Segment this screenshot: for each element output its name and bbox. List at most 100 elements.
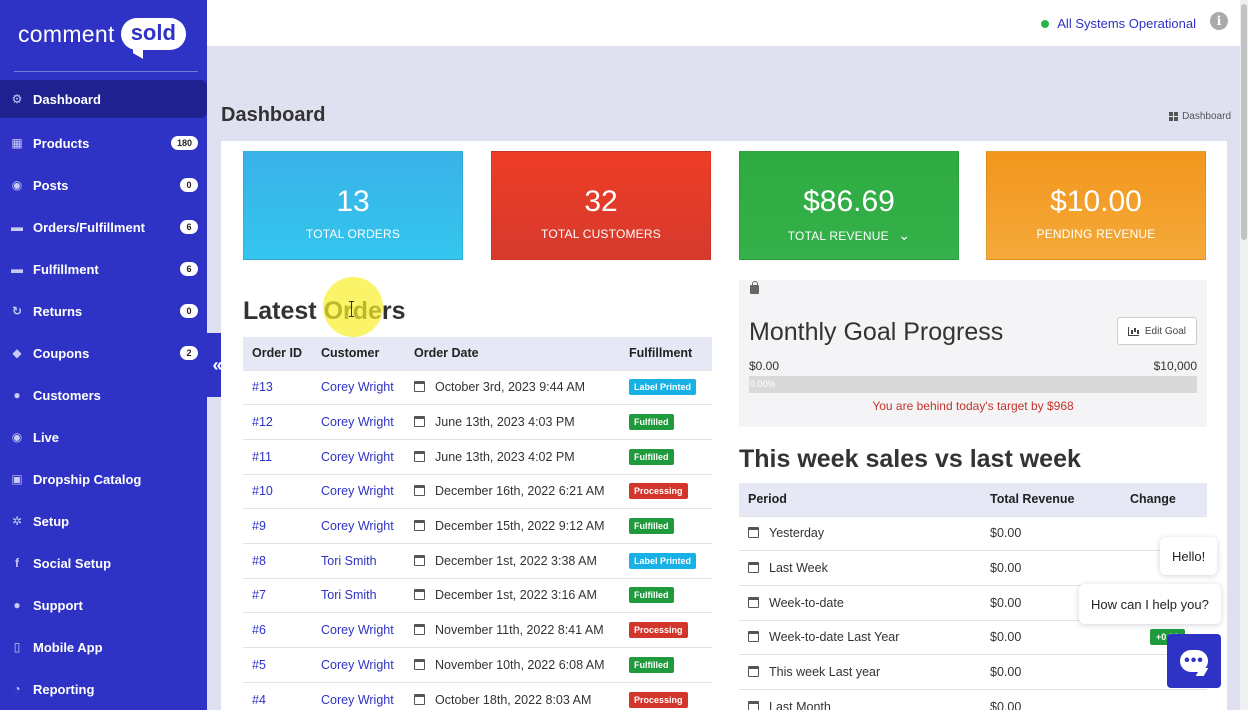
sidebar-item-dashboard[interactable]: ⚙ Dashboard <box>0 80 207 118</box>
order-id-link[interactable]: #13 <box>252 380 273 395</box>
chat-help-bubble[interactable]: How can I help you? <box>1079 584 1221 624</box>
order-id-link[interactable]: #9 <box>252 519 266 534</box>
calendar-icon <box>414 658 425 670</box>
customers-icon: ● <box>13 388 21 402</box>
customer-cell: Corey Wright <box>312 612 405 648</box>
sidebar-item-mobile-app[interactable]: ▯ Mobile App <box>0 626 207 668</box>
order-date-cell: October 18th, 2022 8:03 AM <box>405 681 620 710</box>
order-id-link[interactable]: #12 <box>252 415 273 430</box>
fulfillment-status-badge: Fulfilled <box>629 448 674 465</box>
fulfillment-status-badge: Label Printed <box>629 379 697 396</box>
customer-link[interactable]: Corey Wright <box>321 415 394 430</box>
order-id-link[interactable]: #10 <box>252 484 273 499</box>
period-cell: This week Last year <box>739 654 981 690</box>
info-icon[interactable]: i <box>1210 12 1228 30</box>
table-row: #8 Tori Smith December 1st, 2022 3:38 AM La… <box>243 542 712 579</box>
chevron-down-icon[interactable]: ⌄ <box>898 227 911 243</box>
period-cell: Week-to-date Last Year <box>739 619 981 655</box>
customer-link[interactable]: Corey Wright <box>321 380 394 395</box>
table-header-row: Period Total Revenue Change <box>739 483 1207 516</box>
customer-link[interactable]: Corey Wright <box>321 657 394 672</box>
calendar-icon <box>414 520 425 532</box>
breadcrumb[interactable]: Dashboard <box>1169 111 1231 122</box>
fulfillment-status-badge: Processing <box>629 622 688 639</box>
scroll-thumb[interactable] <box>1241 4 1247 240</box>
breadcrumb-dashboard[interactable]: Dashboard <box>1182 111 1231 122</box>
customer-link[interactable]: Corey Wright <box>321 519 394 534</box>
order-date-cell: November 11th, 2022 8:41 AM <box>405 612 620 648</box>
customer-link[interactable]: Corey Wright <box>321 449 394 464</box>
fulfillment-cell: Label Printed <box>620 369 712 405</box>
column-header: Order ID <box>243 337 312 370</box>
stat-pending-revenue[interactable]: $10.00 PENDING REVENUE <box>986 151 1206 260</box>
sidebar-item-customers[interactable]: ● Customers <box>0 374 207 416</box>
commentsold-logo[interactable]: comment sold <box>18 18 186 50</box>
customer-link[interactable]: Corey Wright <box>321 623 394 638</box>
order-id-link[interactable]: #8 <box>252 553 266 568</box>
order-id-link[interactable]: #7 <box>252 588 266 603</box>
goal-progress-bar: 0.00% <box>749 376 1197 393</box>
order-date: November 11th, 2022 8:41 AM <box>435 623 604 638</box>
sidebar-item-products[interactable]: ▦ Products 180 <box>0 122 207 164</box>
sidebar-divider <box>14 71 198 72</box>
sidebar-item-setup[interactable]: ✲ Setup <box>0 500 207 542</box>
stat-total-revenue[interactable]: $86.69 TOTAL REVENUE ⌄ <box>739 151 959 260</box>
returns-icon: ↻ <box>11 304 23 318</box>
fulfillment-cell: Processing <box>620 681 712 710</box>
mobile-app-icon: ▯ <box>13 640 21 654</box>
sidebar-item-dropship-catalog[interactable]: ▣ Dropship Catalog <box>0 458 207 500</box>
sidebar-item-reporting[interactable]: ◔ Reporting <box>0 668 207 710</box>
customer-link[interactable]: Corey Wright <box>321 692 394 707</box>
lock-icon[interactable] <box>750 281 759 294</box>
sidebar-item-label: Returns <box>33 303 83 319</box>
logo-word: comment <box>18 20 115 47</box>
count-badge: 2 <box>180 346 198 360</box>
sidebar-item-label: Reporting <box>33 681 95 697</box>
fulfillment-cell: Label Printed <box>620 542 712 579</box>
chat-launcher-button[interactable]: ••• <box>1167 634 1221 688</box>
sidebar-item-label: Live <box>33 429 60 445</box>
calendar-icon <box>748 666 759 678</box>
revenue-cell: $0.00 <box>981 515 1121 551</box>
stat-total-orders[interactable]: 13 TOTAL ORDERS <box>243 151 463 260</box>
customer-link[interactable]: Tori Smith <box>321 553 377 568</box>
calendar-icon <box>414 416 425 428</box>
customer-cell: Corey Wright <box>312 438 405 475</box>
order-id-link[interactable]: #11 <box>252 449 272 464</box>
column-header: Order Date <box>405 337 620 370</box>
order-date-cell: December 16th, 2022 6:21 AM <box>405 473 620 509</box>
chat-greeting-bubble[interactable]: Hello! <box>1160 537 1218 575</box>
order-id-cell: #7 <box>243 577 312 613</box>
social-setup-icon: f <box>15 556 19 570</box>
sidebar-item-support[interactable]: ● Support <box>0 584 207 626</box>
order-id-link[interactable]: #5 <box>252 657 266 672</box>
system-status-text: All Systems Operational <box>1057 16 1196 31</box>
order-date: June 13th, 2023 4:03 PM <box>435 415 575 430</box>
sidebar-item-returns[interactable]: ↻ Returns 0 <box>0 290 207 332</box>
stat-total-customers[interactable]: 32 TOTAL CUSTOMERS <box>491 151 711 260</box>
sidebar-item-fulfillment[interactable]: ▬ Fulfillment 6 <box>0 248 207 290</box>
fulfillment-cell: Fulfilled <box>620 508 712 544</box>
sidebar-item-orders-fulfillment[interactable]: ▬ Orders/Fulfillment 6 <box>0 206 207 248</box>
calendar-icon <box>414 624 425 636</box>
sidebar-item-posts[interactable]: ◉ Posts 0 <box>0 164 207 206</box>
count-badge: 0 <box>180 304 198 318</box>
sidebar-item-live[interactable]: ◉ Live <box>0 416 207 458</box>
sidebar-item-label: Customers <box>33 387 101 403</box>
sidebar-item-label: Dashboard <box>33 91 101 107</box>
calendar-icon <box>414 381 425 393</box>
live-icon: ◉ <box>11 430 23 444</box>
customer-link[interactable]: Corey Wright <box>321 484 394 499</box>
page-scrollbar[interactable] <box>1240 0 1248 710</box>
sidebar-item-label: Setup <box>33 513 70 529</box>
coupons-icon: ◆ <box>12 346 22 360</box>
column-header: Change <box>1121 483 1207 516</box>
order-id-link[interactable]: #6 <box>252 623 266 638</box>
order-id-link[interactable]: #4 <box>252 692 266 707</box>
system-status-link[interactable]: All Systems Operational <box>1041 16 1196 31</box>
sidebar-item-coupons[interactable]: ◆ Coupons 2 <box>0 332 207 374</box>
sidebar-item-label: Fulfillment <box>33 261 99 277</box>
customer-link[interactable]: Tori Smith <box>321 588 377 603</box>
sidebar-item-social-setup[interactable]: f Social Setup <box>0 542 207 584</box>
edit-goal-button[interactable]: Edit Goal <box>1116 317 1197 345</box>
